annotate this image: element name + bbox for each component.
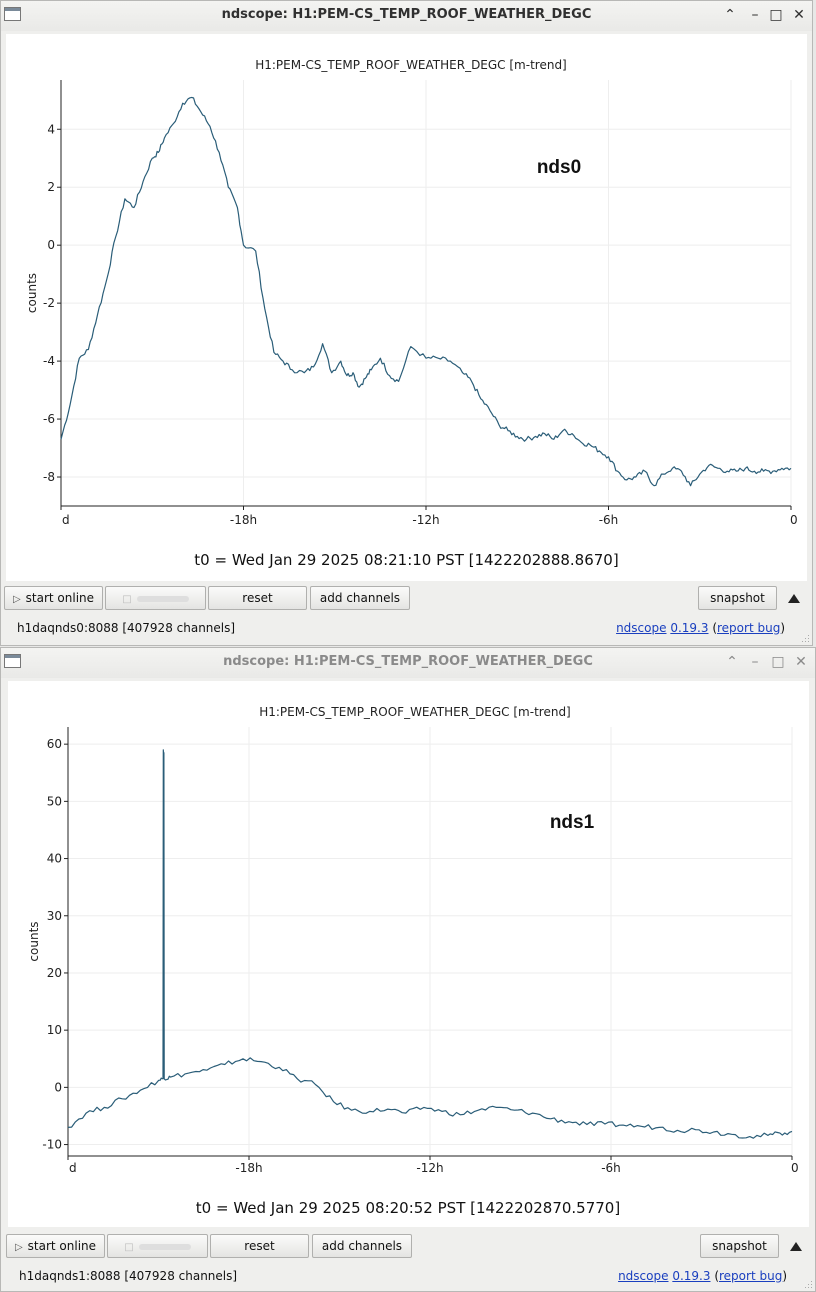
window-title: ndscope: H1:PEM-CS_TEMP_ROOF_WEATHER_DEG… — [223, 654, 593, 669]
expand-triangle-icon[interactable] — [790, 1242, 802, 1251]
blurred-label — [136, 595, 189, 602]
x-tick-label: d — [62, 513, 70, 527]
x-tick-label: d — [69, 1161, 77, 1175]
window-close-icon[interactable]: ✕ — [793, 7, 805, 23]
y-tick-label: 50 — [47, 794, 62, 808]
window-title: ndscope: H1:PEM-CS_TEMP_ROOF_WEATHER_DEG… — [221, 7, 592, 22]
x-tick-label: -12h — [412, 513, 439, 527]
plot-title: H1:PEM-CS_TEMP_ROOF_WEATHER_DEGC [m-tren… — [259, 705, 571, 719]
resize-grip-icon[interactable] — [803, 1279, 813, 1289]
server-status: h1daqnds0:8088 [407928 channels] — [17, 621, 236, 635]
window-titlebar[interactable]: ndscope: H1:PEM-CS_TEMP_ROOF_WEATHER_DEG… — [1, 648, 815, 678]
x-tick-label: -12h — [416, 1161, 443, 1175]
disabled-toggle-button: □ — [105, 586, 206, 610]
t0-label: t0 = Wed Jan 29 2025 08:21:10 PST [14222… — [194, 551, 619, 569]
ndscope-link[interactable]: ndscope — [616, 621, 667, 635]
window-maximize-icon[interactable]: □ — [771, 654, 785, 670]
checkbox-icon: □ — [124, 1242, 134, 1253]
add-channels-button[interactable]: add channels — [312, 1234, 412, 1258]
x-tick-label: -6h — [599, 513, 619, 527]
plot-title: H1:PEM-CS_TEMP_ROOF_WEATHER_DEGC [m-tren… — [255, 58, 567, 72]
start-online-button[interactable]: ▷ start online — [6, 1234, 105, 1258]
plot-area[interactable]: H1:PEM-CS_TEMP_ROOF_WEATHER_DEGC [m-tren… — [6, 34, 807, 581]
y-tick-label: -10 — [42, 1138, 62, 1152]
snapshot-button[interactable]: snapshot — [700, 1234, 779, 1258]
y-tick-label: 60 — [47, 737, 62, 751]
resize-grip-icon[interactable] — [800, 633, 810, 643]
y-tick-label: -2 — [43, 296, 55, 310]
window-app-icon[interactable] — [4, 654, 21, 668]
plot-svg[interactable]: H1:PEM-CS_TEMP_ROOF_WEATHER_DEGC [m-tren… — [8, 681, 809, 1227]
y-tick-label: -4 — [43, 354, 55, 368]
window-shade-icon[interactable]: ⌃ — [726, 654, 738, 670]
snapshot-button[interactable]: snapshot — [698, 586, 777, 610]
window-minimize-icon[interactable]: – — [751, 7, 759, 23]
start-online-button[interactable]: ▷ start online — [4, 586, 103, 610]
version-links: ndscope 0.19.3 (report bug) — [616, 621, 785, 635]
version-link[interactable]: 0.19.3 — [670, 621, 709, 635]
y-tick-label: -6 — [43, 412, 55, 426]
server-status: h1daqnds1:8088 [407928 channels] — [19, 1269, 238, 1283]
play-icon: ▷ — [14, 1242, 23, 1253]
report-bug-link[interactable]: report bug — [717, 621, 781, 635]
start-online-label: start online — [25, 591, 95, 605]
y-tick-label: -8 — [43, 470, 55, 484]
version-link[interactable]: 0.19.3 — [672, 1269, 711, 1283]
expand-triangle-icon[interactable] — [788, 594, 800, 603]
play-icon: ▷ — [12, 594, 21, 605]
version-links: ndscope 0.19.3 (report bug) — [618, 1269, 787, 1283]
ndscope-window-nds0[interactable]: ndscope: H1:PEM-CS_TEMP_ROOF_WEATHER_DEG… — [0, 0, 813, 646]
y-tick-label: 10 — [47, 1023, 62, 1037]
blurred-label — [138, 1243, 191, 1250]
window-maximize-icon[interactable]: □ — [769, 7, 783, 23]
y-tick-label: 40 — [47, 852, 62, 866]
x-tick-label: -18h — [230, 513, 257, 527]
t0-label: t0 = Wed Jan 29 2025 08:20:52 PST [14222… — [195, 1199, 621, 1217]
start-online-label: start online — [27, 1239, 97, 1253]
y-tick-label: 4 — [47, 122, 55, 136]
y-tick-label: 30 — [47, 909, 62, 923]
y-tick-label: 0 — [54, 1080, 62, 1094]
reset-button[interactable]: reset — [208, 586, 307, 610]
x-tick-label: -6h — [601, 1161, 621, 1175]
reset-button[interactable]: reset — [210, 1234, 309, 1258]
y-axis-label: counts — [25, 273, 39, 313]
add-channels-button[interactable]: add channels — [310, 586, 410, 610]
plot-annotation: nds1 — [550, 812, 595, 833]
x-tick-label: 0 — [791, 1161, 799, 1175]
x-tick-label: 0 — [790, 513, 798, 527]
ndscope-link[interactable]: ndscope — [618, 1269, 669, 1283]
plot-svg[interactable]: H1:PEM-CS_TEMP_ROOF_WEATHER_DEGC [m-tren… — [6, 34, 807, 581]
plot-area[interactable]: H1:PEM-CS_TEMP_ROOF_WEATHER_DEGC [m-tren… — [8, 681, 809, 1227]
report-bug-link[interactable]: report bug — [719, 1269, 783, 1283]
x-tick-label: -18h — [235, 1161, 262, 1175]
plot-annotation: nds0 — [537, 157, 581, 178]
window-titlebar[interactable]: ndscope: H1:PEM-CS_TEMP_ROOF_WEATHER_DEG… — [1, 1, 812, 31]
window-app-icon[interactable] — [4, 7, 21, 21]
y-tick-label: 20 — [47, 966, 62, 980]
window-close-icon[interactable]: ✕ — [795, 654, 807, 670]
series-line — [60, 96, 792, 487]
series-line — [67, 749, 793, 1139]
y-tick-label: 0 — [47, 238, 55, 252]
window-shade-icon[interactable]: ⌃ — [724, 7, 736, 23]
ndscope-window-nds1[interactable]: ndscope: H1:PEM-CS_TEMP_ROOF_WEATHER_DEG… — [0, 647, 816, 1292]
checkbox-icon: □ — [122, 594, 132, 605]
window-minimize-icon[interactable]: – — [751, 654, 759, 670]
y-axis-label: counts — [27, 921, 41, 961]
y-tick-label: 2 — [47, 180, 55, 194]
disabled-toggle-button: □ — [107, 1234, 208, 1258]
